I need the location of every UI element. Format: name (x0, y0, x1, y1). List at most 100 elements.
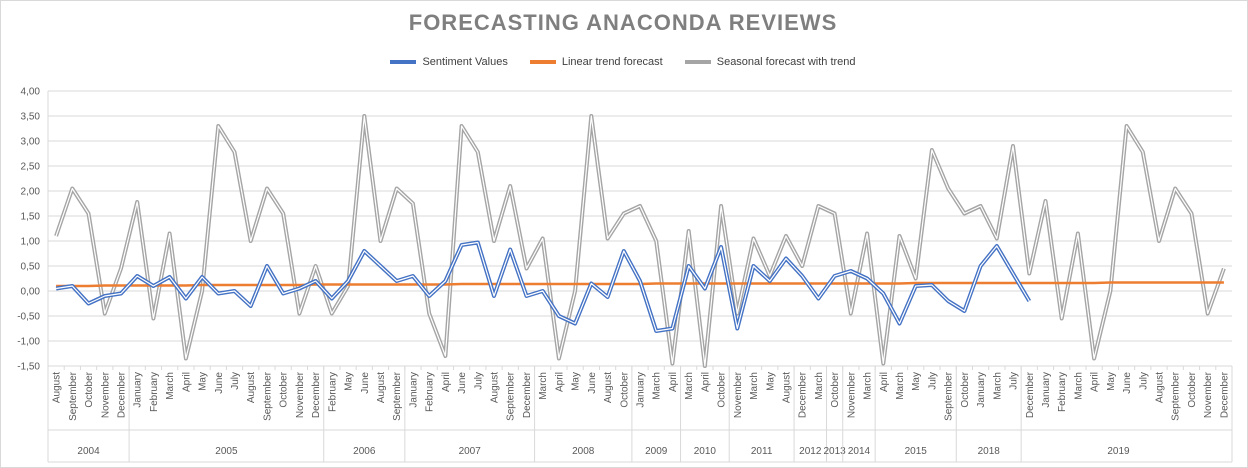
x-month-label: October (619, 371, 630, 407)
series-line-seasonal-forecast-inner (55, 115, 1225, 367)
x-month-label: April (879, 372, 890, 392)
x-month-label: April (554, 372, 565, 392)
x-month-label: August (246, 372, 257, 403)
x-month-label: August (1155, 372, 1166, 403)
chart-title: FORECASTING ANACONDA REVIEWS (408, 10, 838, 35)
x-month-label: November (846, 371, 857, 418)
x-month-label: December (116, 371, 127, 418)
legend-label-sentiment: Sentiment Values (422, 56, 508, 68)
x-month-label: November (1203, 371, 1214, 418)
x-month-label: October (960, 371, 971, 407)
x-month-label: May (911, 372, 922, 391)
x-month-label: October (279, 371, 290, 407)
x-month-label: October (84, 371, 95, 407)
x-month-label: December (1219, 371, 1230, 418)
x-month-label: January (976, 372, 987, 408)
x-month-label: March (749, 372, 760, 400)
x-year-label: 2013 (824, 446, 847, 457)
x-month-label: September (944, 371, 955, 421)
x-month-label: June (587, 372, 598, 394)
x-year-label: 2007 (459, 446, 482, 457)
x-month-label: March (992, 372, 1003, 400)
x-year-label: 2018 (978, 446, 1001, 457)
y-tick-label: 3,00 (21, 137, 41, 148)
x-month-label: January (408, 372, 419, 408)
x-year-label: 2015 (905, 446, 928, 457)
x-month-label: March (1073, 372, 1084, 400)
x-month-label: January (133, 372, 144, 408)
x-month-label: June (360, 372, 371, 394)
y-tick-label: 4,00 (21, 87, 41, 98)
x-month-label: November (100, 371, 111, 418)
x-month-label: August (781, 372, 792, 403)
x-month-label: July (1009, 372, 1020, 390)
x-year-label: 2012 (799, 446, 822, 457)
x-month-label: November (733, 371, 744, 418)
x-month-label: September (506, 371, 517, 421)
legend-label-linear-trend: Linear trend forecast (561, 56, 663, 68)
x-month-label: March (684, 372, 695, 400)
x-year-label: 2005 (215, 446, 238, 457)
x-year-label: 2011 (751, 446, 773, 457)
x-year-label: 2019 (1107, 446, 1130, 457)
x-month-label: May (765, 372, 776, 391)
x-year-label: 2008 (572, 446, 595, 457)
x-month-label: April (668, 372, 679, 392)
legend-swatch-seasonal-forecast (684, 60, 711, 64)
y-tick-label: -1,00 (17, 337, 40, 348)
legend-entry-seasonal-forecast: Seasonal forecast with trend (684, 56, 856, 68)
x-month-label: January (636, 372, 647, 408)
x-month-label: April (1090, 372, 1101, 392)
x-month-label: May (344, 372, 355, 391)
legend-label-seasonal-forecast: Seasonal forecast with trend (716, 56, 856, 68)
x-month-label: June (457, 372, 468, 394)
x-month-label: December (522, 371, 533, 418)
x-month-label: February (1057, 372, 1068, 412)
legend-swatch-sentiment (390, 60, 417, 64)
x-month-label: June (214, 372, 225, 394)
x-month-label: September (68, 371, 79, 421)
x-month-label: March (863, 372, 874, 400)
x-month-label: July (473, 372, 484, 390)
x-month-label: April (181, 372, 192, 392)
y-tick-label: 0,00 (21, 287, 41, 298)
legend-entry-linear-trend: Linear trend forecast (529, 56, 663, 68)
y-tick-label: 2,00 (21, 187, 41, 198)
x-month-label: December (1025, 371, 1036, 418)
x-month-label: April (441, 372, 452, 392)
x-month-label: August (490, 372, 501, 403)
x-year-label: 2010 (694, 446, 717, 457)
x-month-label: March (814, 372, 825, 400)
x-month-label: May (1106, 372, 1117, 391)
chart-legend: Sentiment Values Linear trend forecast S… (0, 56, 1246, 68)
x-month-label: July (1138, 372, 1149, 390)
x-month-label: February (149, 372, 160, 412)
x-month-label: May (198, 372, 209, 391)
x-month-label: February (425, 372, 436, 412)
x-month-label: October (717, 371, 728, 407)
y-tick-label: 1,00 (21, 237, 41, 248)
x-month-label: March (895, 372, 906, 400)
x-month-label: March (652, 372, 663, 400)
x-year-label: 2004 (77, 446, 100, 457)
y-tick-label: -1,50 (17, 362, 40, 373)
x-month-label: January (1041, 372, 1052, 408)
y-tick-label: 0,50 (21, 262, 41, 273)
x-year-label: 2006 (353, 446, 376, 457)
x-month-label: September (1171, 371, 1182, 421)
y-tick-label: 2,50 (21, 162, 41, 173)
legend-entry-sentiment: Sentiment Values (390, 56, 508, 68)
x-month-label: July (927, 372, 938, 390)
x-month-label: February (327, 372, 338, 412)
x-month-label: December (798, 371, 809, 418)
x-month-label: August (52, 372, 63, 403)
x-month-label: March (538, 372, 549, 400)
x-month-label: December (311, 371, 322, 418)
x-month-label: October (1187, 371, 1198, 407)
y-tick-label: 1,50 (21, 212, 41, 223)
x-year-label: 2009 (645, 446, 668, 457)
x-month-label: November (295, 371, 306, 418)
y-tick-label: 3,50 (21, 112, 41, 123)
x-month-label: October (830, 371, 841, 407)
